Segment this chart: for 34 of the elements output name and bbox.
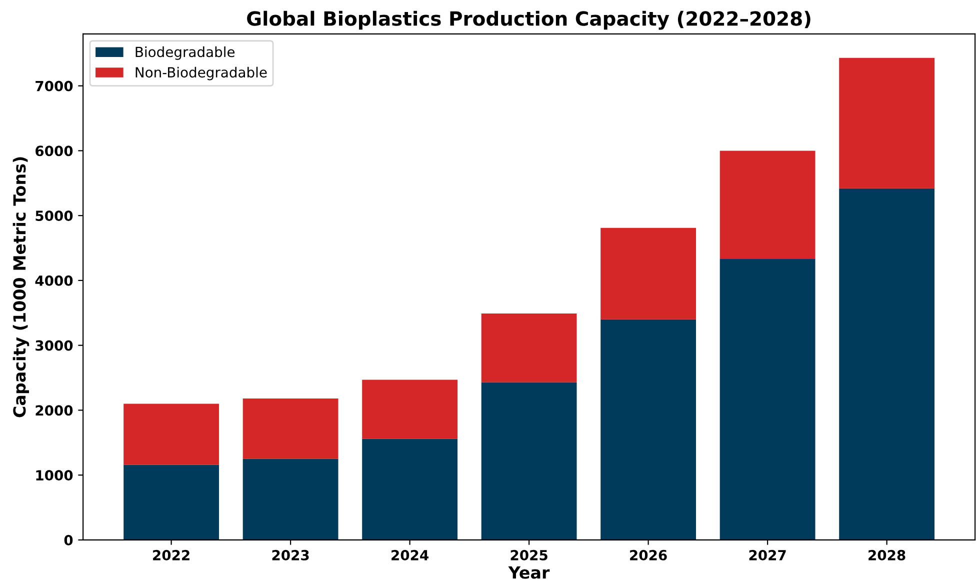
y-tick-label: 1000 [36,470,73,481]
bar [600,228,696,320]
x-tick-label: 2027 [749,550,786,560]
y-tick-label: 3000 [36,340,73,351]
y-tick-label: 4000 [35,275,73,286]
y-tick-label: 7000 [36,80,73,92]
bar [362,438,458,540]
legend-label: Biodegradable [136,46,235,60]
bar [839,188,934,540]
bar [124,464,219,540]
x-tick-label: 2024 [392,550,428,560]
x-tick-label: 2028 [868,550,906,560]
bar [481,314,577,382]
x-tick-label: 2023 [272,550,309,560]
bar [242,398,338,459]
bar [242,458,338,540]
x-tick-label: 2025 [510,550,548,560]
y-tick-label: 2000 [36,405,73,416]
bar [362,380,458,439]
x-tick-label: 2026 [630,550,667,560]
bar [481,382,577,540]
x-tick-label: 2022 [153,550,190,560]
bar [124,404,219,465]
bar [720,150,816,260]
x-axis-title: Year [508,566,550,579]
y-tick-label: 5000 [36,210,73,222]
y-axis-title: Capacity (1000 Metric Tons) [12,157,30,418]
bar [600,319,696,540]
chart-title: Global Bioplastics Production Capacity (2022–2028) [247,10,810,30]
y-tick-label: 6000 [36,146,73,156]
bar [720,259,816,540]
legend-label: Non-Biodegradable [136,66,267,80]
bar [839,58,934,188]
y-tick-label: 0 [64,534,73,546]
